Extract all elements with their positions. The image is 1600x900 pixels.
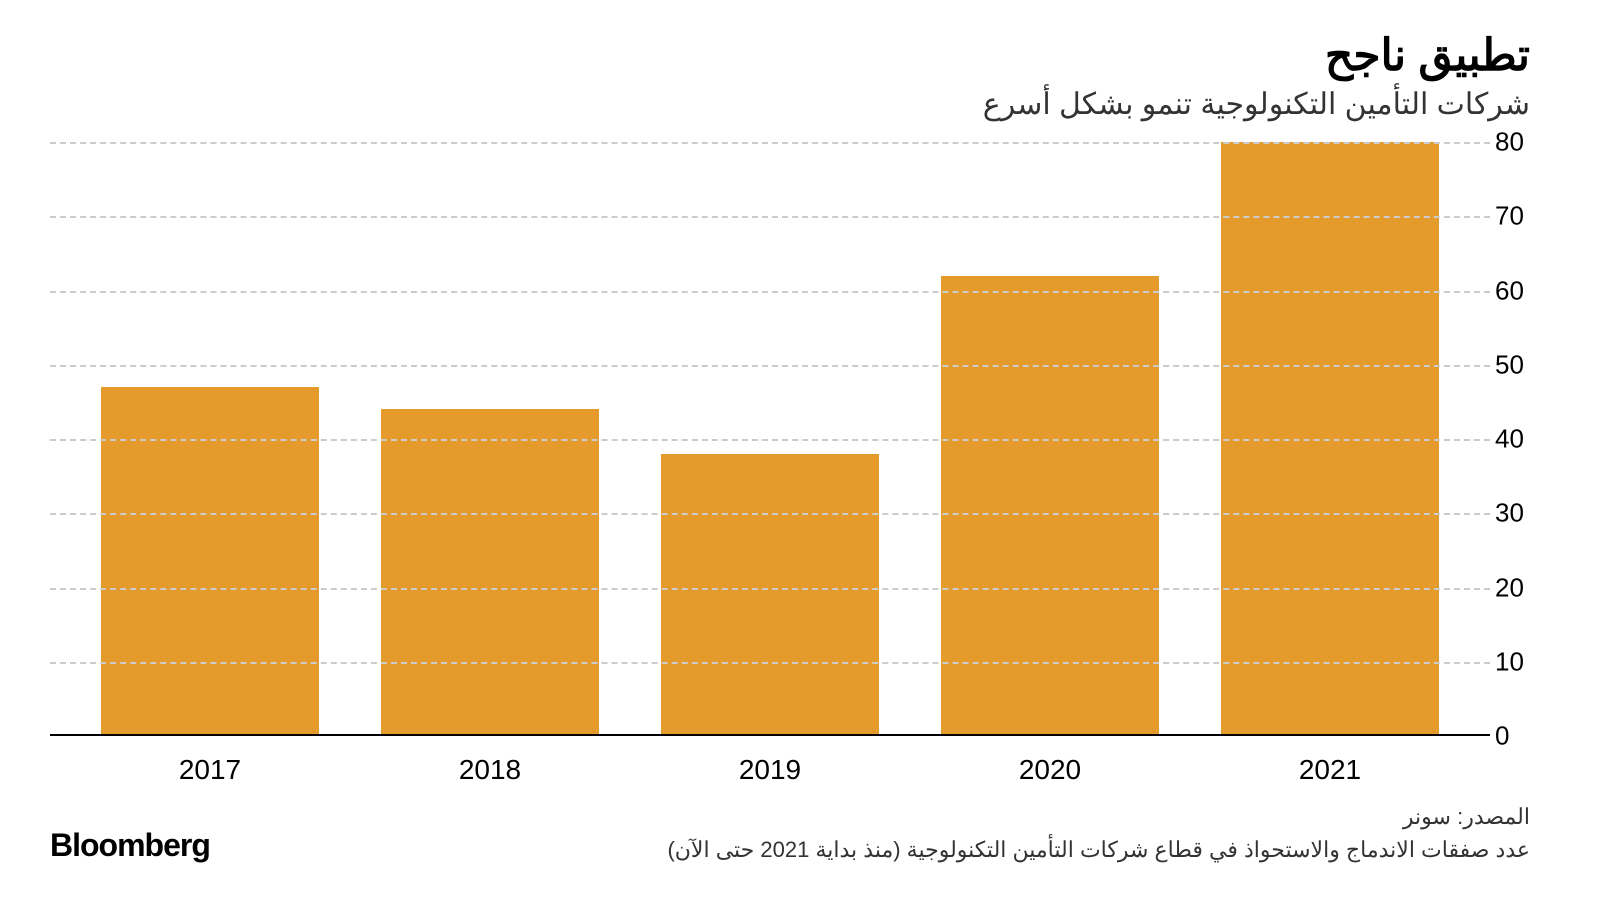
y-tick-label: 70 [1495,201,1545,232]
chart-header: تطبيق ناجح شركات التأمين التكنولوجية تنم… [50,30,1550,142]
y-tick-label: 0 [1495,721,1545,752]
y-tick-label: 80 [1495,127,1545,158]
x-tick-label: 2020 [910,754,1190,786]
y-tick-label: 10 [1495,646,1545,677]
bar [661,454,879,736]
source-line-1: المصدر: سونر [50,800,1530,833]
gridline [50,142,1490,144]
bar [941,276,1159,736]
x-axis-baseline [50,734,1490,736]
gridline [50,662,1490,664]
gridline [50,216,1490,218]
x-tick-label: 2019 [630,754,910,786]
gridline [50,291,1490,293]
y-tick-label: 40 [1495,424,1545,455]
gridline [50,513,1490,515]
source-text: المصدر: سونر عدد صفقات الاندماج والاستحو… [50,800,1550,866]
y-tick-label: 20 [1495,572,1545,603]
x-axis-labels: 20172018201920202021 [50,754,1490,786]
chart-footer: المصدر: سونر عدد صفقات الاندماج والاستحو… [50,800,1550,870]
chart-subtitle: شركات التأمين التكنولوجية تنمو بشكل أسرع [50,87,1530,122]
x-tick-label: 2018 [350,754,630,786]
chart-area: 01020304050607080 [50,142,1550,736]
source-line-2: عدد صفقات الاندماج والاستحواذ في قطاع شر… [50,833,1530,866]
y-tick-label: 50 [1495,349,1545,380]
gridline [50,365,1490,367]
x-tick-label: 2021 [1190,754,1470,786]
x-tick-label: 2017 [70,754,350,786]
gridline [50,439,1490,441]
y-tick-label: 30 [1495,498,1545,529]
bar [381,409,599,736]
plot-area: 01020304050607080 [50,142,1490,736]
brand-label: Bloomberg [50,827,210,864]
chart-container: تطبيق ناجح شركات التأمين التكنولوجية تنم… [0,0,1600,900]
chart-title: تطبيق ناجح [50,30,1530,81]
gridline [50,588,1490,590]
y-tick-label: 60 [1495,275,1545,306]
